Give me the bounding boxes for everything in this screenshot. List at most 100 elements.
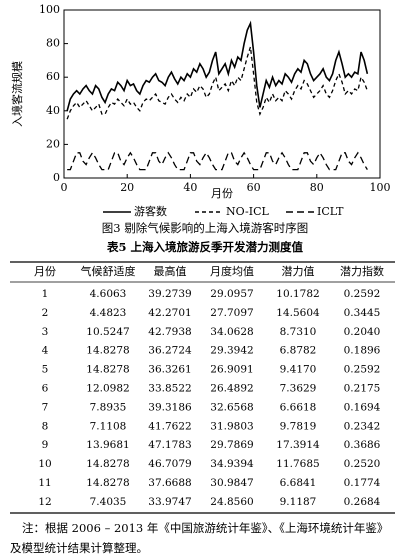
y-tick-label: 60 xyxy=(46,70,60,83)
legend-label: 游客数 xyxy=(134,204,167,218)
table-cell: 42.2701 xyxy=(148,307,191,319)
table-cell: 1 xyxy=(42,288,49,300)
table-cell: 29.0957 xyxy=(210,288,253,300)
table-cell: 4 xyxy=(42,345,49,357)
table-cell: 29.3942 xyxy=(210,345,253,357)
table-cell: 9.1187 xyxy=(280,496,317,508)
table-cell: 7.4035 xyxy=(90,496,127,508)
table-cell: 36.3261 xyxy=(148,364,191,376)
table-cell: 14.8278 xyxy=(86,364,129,376)
column-header: 潜力指数 xyxy=(340,264,384,278)
table-cell: 47.1783 xyxy=(148,439,191,451)
table-cell: 0.2040 xyxy=(344,326,381,338)
x-tick-label: 20 xyxy=(120,181,134,194)
table-cell: 34.0628 xyxy=(210,326,253,338)
table-cell: 31.9803 xyxy=(210,420,253,432)
table-cell: 10.5247 xyxy=(86,326,129,338)
y-tick-label: 100 xyxy=(39,3,60,16)
table-cell: 8.7310 xyxy=(280,326,317,338)
table-cell: 13.9681 xyxy=(86,439,129,451)
x-tick-label: 60 xyxy=(247,181,261,194)
table-cell: 9.4170 xyxy=(280,364,317,376)
table-cell: 0.3686 xyxy=(344,439,381,451)
table-cell: 7.1108 xyxy=(90,420,127,432)
table-cell: 7.8935 xyxy=(90,401,127,413)
table-cell: 3 xyxy=(42,326,49,338)
table-cell: 42.7938 xyxy=(148,326,191,338)
column-header: 最高值 xyxy=(154,264,187,278)
table-cell: 26.4892 xyxy=(210,383,253,395)
table-cell: 0.1896 xyxy=(344,345,381,357)
table-cell: 26.9091 xyxy=(210,364,253,376)
table-cell: 34.9394 xyxy=(210,458,254,470)
table-cell: 10 xyxy=(38,458,51,470)
table-cell: 5 xyxy=(42,364,49,376)
table-cell: 33.9747 xyxy=(148,496,191,508)
y-tick-label: 80 xyxy=(46,37,60,50)
table-note: 注：根据 2006 – 2013 年《中国旅游统计年鉴》、《上海环境统计年鉴》及… xyxy=(10,521,389,555)
table-cell: 6.6618 xyxy=(280,401,317,413)
x-tick-label: 40 xyxy=(183,181,197,194)
series-line xyxy=(66,46,368,120)
table-cell: 6 xyxy=(42,383,49,395)
table-cell: 46.7079 xyxy=(148,458,191,470)
column-header: 月份 xyxy=(34,265,56,278)
y-tick-label: 0 xyxy=(53,171,60,184)
legend-label: ICLT xyxy=(317,205,344,218)
table-cell: 27.7097 xyxy=(210,307,253,319)
column-header: 气候舒适度 xyxy=(81,264,136,278)
y-tick-label: 40 xyxy=(46,104,60,117)
figure-caption: 图3 剔除气候影响的上海入境游客时序图 xyxy=(102,221,308,235)
table-cell: 4.6063 xyxy=(90,288,127,300)
table-cell: 14.8278 xyxy=(86,458,129,470)
table-cell: 41.7622 xyxy=(148,420,191,432)
table-cell: 0.1774 xyxy=(344,477,381,489)
table-cell: 8 xyxy=(42,420,49,432)
table-cell: 4.4823 xyxy=(90,307,127,319)
series-line xyxy=(66,20,369,112)
table-cell: 0.2592 xyxy=(344,288,381,300)
table-cell: 14.8278 xyxy=(86,477,129,489)
table-cell: 39.3186 xyxy=(148,401,192,413)
table-cell: 6.8782 xyxy=(280,345,317,357)
plot-frame xyxy=(63,9,381,179)
x-tick-label: 0 xyxy=(61,181,68,194)
table-cell: 0.2342 xyxy=(344,420,381,432)
y-axis-label: 入境客流规模 xyxy=(10,61,24,127)
table-cell: 14.8278 xyxy=(86,345,129,357)
table-cell: 9.7819 xyxy=(280,420,317,432)
x-tick-label: 100 xyxy=(370,181,391,194)
x-axis-label: 月份 xyxy=(211,187,233,200)
table-cell: 24.8560 xyxy=(210,496,253,508)
table-cell: 12.0982 xyxy=(86,383,129,395)
table-cell: 33.8522 xyxy=(148,383,191,395)
table-cell: 29.7869 xyxy=(210,439,253,451)
table-cell: 32.6568 xyxy=(210,401,253,413)
table-cell: 30.9847 xyxy=(210,477,253,489)
table-title: 表5 上海入境旅游反季开发潜力测度值 xyxy=(106,240,304,254)
table-cell: 0.2520 xyxy=(344,458,381,470)
table-cell: 0.2175 xyxy=(344,383,381,395)
x-tick-label: 80 xyxy=(310,181,324,194)
table-cell: 0.2684 xyxy=(344,496,381,508)
series-line xyxy=(67,151,368,171)
table-cell: 0.1694 xyxy=(344,401,381,413)
table-cell: 17.3914 xyxy=(276,439,320,451)
column-header: 潜力值 xyxy=(282,264,315,278)
table-cell: 7 xyxy=(42,401,49,413)
table-cell: 6.6841 xyxy=(280,477,317,489)
table-cell: 14.5604 xyxy=(276,307,320,319)
table-cell: 0.2592 xyxy=(344,364,381,376)
table-cell: 11 xyxy=(38,477,51,489)
table-cell: 39.2739 xyxy=(148,288,191,300)
table-cell: 10.1782 xyxy=(276,288,319,300)
y-tick-label: 20 xyxy=(46,137,60,150)
table-cell: 2 xyxy=(42,307,49,319)
table-cell: 36.2724 xyxy=(148,345,192,357)
table-cell: 12 xyxy=(38,496,51,508)
table-cell: 37.6688 xyxy=(148,477,191,489)
table-cell: 0.3445 xyxy=(344,307,381,319)
table-cell: 7.3629 xyxy=(280,383,317,395)
